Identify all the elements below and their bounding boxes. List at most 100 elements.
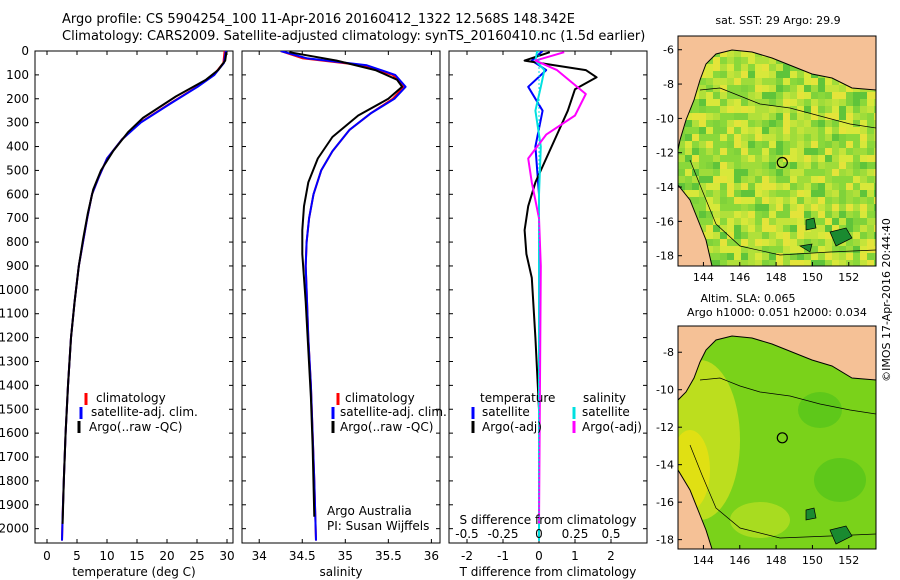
sst-cell [720, 106, 727, 113]
sst-cell [769, 141, 776, 148]
x-tick-label: -1 [497, 549, 509, 563]
sst-cell [832, 155, 839, 162]
sst-cell [748, 190, 755, 197]
sst-cell [790, 246, 797, 253]
sst-cell [783, 225, 790, 232]
sst-cell [790, 92, 797, 99]
sst-cell [769, 176, 776, 183]
sst-cell [804, 197, 811, 204]
sst-cell [734, 239, 741, 246]
sst-cell [706, 134, 713, 141]
sst-cell [769, 113, 776, 120]
sst-cell [839, 183, 846, 190]
sst-cell [734, 71, 741, 78]
sst-cell [720, 113, 727, 120]
sst-cell [776, 113, 783, 120]
sst-cell [832, 106, 839, 113]
sst-cell [874, 183, 876, 190]
sst-cell [720, 225, 727, 232]
sst-cell [713, 141, 720, 148]
legend-label-satellite: satellite-adj. clim. [340, 405, 447, 419]
sst-cell [832, 113, 839, 120]
sst-cell [769, 106, 776, 113]
sst-cell [846, 169, 853, 176]
sst-cell [755, 155, 762, 162]
sst-cell [748, 253, 755, 260]
sst-cell [804, 148, 811, 155]
sst-cell [734, 141, 741, 148]
difference-x-axis: -2 -1 0 1 2 [461, 51, 615, 563]
sst-cell [678, 169, 685, 176]
sst-cell [853, 239, 860, 246]
sst-cell [811, 246, 818, 253]
sst-cell [797, 253, 804, 260]
sst-cell [797, 204, 804, 211]
temperature-x-axis: 0 5 10 15 20 25 30 [43, 51, 235, 563]
sst-cell [727, 85, 734, 92]
sst-cell [734, 64, 741, 71]
sst-cell [734, 253, 741, 260]
sst-cell [734, 260, 741, 266]
sst-cell [741, 232, 748, 239]
sst-cell [720, 50, 727, 57]
depth-tick-label: 500 [6, 163, 29, 177]
sst-cell [846, 141, 853, 148]
sst-cell [825, 218, 832, 225]
sst-cell [832, 183, 839, 190]
sst-cell [762, 92, 769, 99]
temperature-panel: 0100200300400500600700800900100011001200… [0, 44, 235, 579]
sst-cell [825, 204, 832, 211]
sst-cell [734, 197, 741, 204]
sst-cell [776, 92, 783, 99]
sst-cell [832, 169, 839, 176]
sst-cell [874, 169, 876, 176]
sst-cell [825, 127, 832, 134]
sst-cell [832, 148, 839, 155]
sst-cell [860, 218, 867, 225]
sst-cell [818, 232, 825, 239]
sst-cell [720, 127, 727, 134]
sst-cell [839, 148, 846, 155]
sst-cell [783, 246, 790, 253]
sst-cell [790, 64, 797, 71]
sst-cell [874, 246, 876, 253]
sst-cell [832, 253, 839, 260]
sst-cell [769, 71, 776, 78]
sst-cell [776, 120, 783, 127]
sst-cell [832, 225, 839, 232]
sst-cell [727, 134, 734, 141]
sst-cell [727, 176, 734, 183]
sla-map: Altim. SLA: 0.065 Argo h1000: 0.051 h200… [656, 292, 877, 567]
sst-cell [776, 64, 783, 71]
sst-cell [706, 92, 713, 99]
sst-cell [727, 50, 734, 57]
sst-cell [706, 190, 713, 197]
sst-cell [783, 148, 790, 155]
lat-tick-label: -8 [663, 346, 674, 359]
sst-cell [748, 239, 755, 246]
sst-cell [713, 120, 720, 127]
depth-tick-label: 2000 [0, 522, 29, 536]
sst-cell [741, 120, 748, 127]
sst-cell [790, 155, 797, 162]
sst-cell [797, 78, 804, 85]
sst-cell [790, 113, 797, 120]
sst-cell [685, 141, 692, 148]
sst-cell [762, 85, 769, 92]
sst-cell [685, 169, 692, 176]
sst-cell [839, 120, 846, 127]
sst-cell [776, 141, 783, 148]
sst-cell [713, 57, 720, 64]
sst-cell [853, 134, 860, 141]
sst-cell [769, 232, 776, 239]
sst-cell [874, 162, 876, 169]
sst-cell [685, 176, 692, 183]
sst-cell [713, 197, 720, 204]
sst-cell [811, 85, 818, 92]
sst-cell [720, 99, 727, 106]
sst-cell [755, 113, 762, 120]
sst-cell [839, 190, 846, 197]
sst-cell [797, 211, 804, 218]
sst-cell [748, 155, 755, 162]
sst-cell [860, 232, 867, 239]
